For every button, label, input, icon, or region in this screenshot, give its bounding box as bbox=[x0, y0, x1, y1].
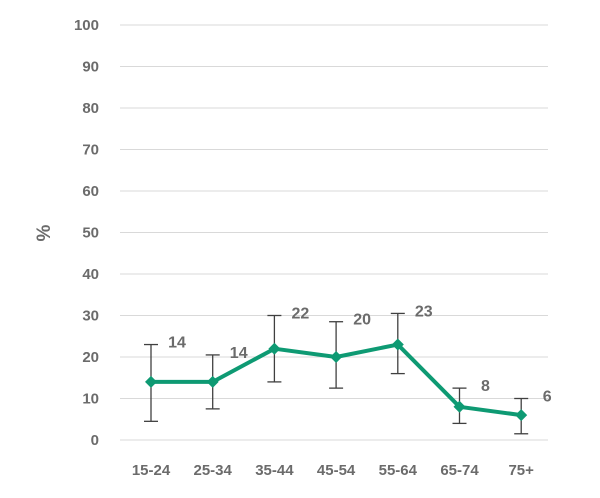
y-tick-label-10: 10 bbox=[82, 391, 99, 408]
gridlines bbox=[120, 24, 548, 441]
data-label-55-64: 23 bbox=[415, 303, 433, 320]
error-bars bbox=[144, 312, 529, 435]
x-tick-label-35-44: 35-44 bbox=[255, 462, 294, 479]
data-point-75+ bbox=[515, 409, 528, 422]
data-point-15-24 bbox=[145, 375, 157, 388]
y-tick-label-60: 60 bbox=[82, 183, 99, 200]
data-points bbox=[145, 338, 528, 422]
x-tick-label-65-74: 65-74 bbox=[440, 462, 479, 479]
x-tick-label-45-54: 45-54 bbox=[317, 462, 356, 479]
x-axis-ticks: 15-24 25-34 35-44 45-54 55-64 65-74 75+ bbox=[132, 462, 534, 479]
data-label-35-44: 22 bbox=[292, 306, 310, 323]
data-point-45-54 bbox=[330, 351, 343, 363]
y-tick-label-30: 30 bbox=[82, 308, 99, 325]
data-label-15-24: 14 bbox=[168, 335, 186, 352]
y-tick-label-70: 70 bbox=[82, 142, 99, 159]
data-label-45-54: 20 bbox=[353, 312, 371, 329]
data-label-65-74: 8 bbox=[481, 378, 490, 395]
data-point-35-44 bbox=[268, 342, 281, 355]
y-tick-label-90: 90 bbox=[82, 59, 99, 76]
y-axis-label: % bbox=[34, 224, 55, 241]
y-tick-label-80: 80 bbox=[82, 100, 99, 117]
data-labels: 14 14 22 20 23 8 6 bbox=[168, 303, 552, 405]
data-point-25-34 bbox=[206, 375, 219, 388]
x-tick-label-55-64: 55-64 bbox=[379, 462, 418, 479]
y-tick-label-40: 40 bbox=[82, 266, 99, 283]
y-tick-label-0: 0 bbox=[91, 432, 99, 449]
data-point-55-64 bbox=[391, 338, 404, 351]
x-tick-label-15-24: 15-24 bbox=[132, 462, 171, 479]
x-tick-label-75+: 75+ bbox=[508, 462, 534, 479]
y-axis-ticks: 0 10 20 30 40 50 60 70 80 90 100 bbox=[74, 17, 99, 449]
data-label-75+: 6 bbox=[543, 389, 552, 406]
data-point-65-74 bbox=[453, 400, 466, 413]
y-tick-label-20: 20 bbox=[82, 349, 99, 366]
y-tick-label-50: 50 bbox=[82, 225, 99, 242]
data-label-25-34: 14 bbox=[230, 345, 248, 362]
y-tick-label-100: 100 bbox=[74, 17, 99, 34]
x-tick-label-25-34: 25-34 bbox=[194, 462, 233, 479]
